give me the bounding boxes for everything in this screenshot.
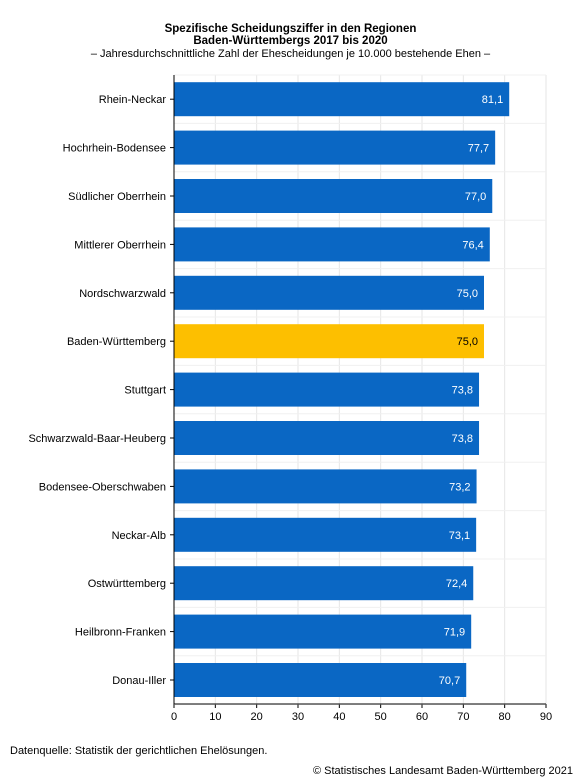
data-label: 72,4 [446,578,467,590]
bar [174,82,510,117]
category-label: Mittlerer Oberrhein [74,239,166,251]
bar [174,179,493,213]
category-label: Heilbronn-Franken [75,627,166,639]
category-label: Rhein-Neckar [99,94,167,106]
bar [174,614,472,649]
x-tick-label: 70 [457,711,469,723]
chart-title-line1: Spezifische Scheidungsziffer in den Regi… [164,23,417,35]
data-label: 70,7 [439,675,460,687]
data-label: 81,1 [482,94,503,106]
chart-subtitle: – Jahresdurchschnittliche Zahl der Ehesc… [90,48,491,60]
category-label: Stuttgart [124,385,166,397]
category-label: Südlicher Oberrhein [68,191,166,203]
bar [174,663,467,697]
data-label: 73,1 [449,530,470,542]
copyright-note: © Statistisches Landesamt Baden-Württemb… [312,765,573,777]
bar [174,469,477,504]
data-label: 73,8 [452,385,473,397]
x-tick-label: 20 [251,711,263,723]
chart-title-line2: Baden-Württembergs 2017 bis 2020 [193,35,388,47]
data-label: 77,7 [468,143,489,155]
x-tick-label: 90 [540,711,552,723]
category-label: Hochrhein-Bodensee [63,143,166,155]
bar [174,275,484,310]
data-label: 75,0 [457,336,478,348]
x-tick-label: 10 [209,711,221,723]
bar [174,130,496,165]
x-tick-label: 40 [333,711,345,723]
category-label: Baden-Württemberg [67,336,166,348]
bar [174,227,490,262]
data-label: 73,2 [449,481,470,493]
bar [174,517,477,552]
bar [174,421,480,455]
data-source-note: Datenquelle: Statistik der gerichtlichen… [10,745,268,757]
category-label: Bodensee-Oberschwaben [39,481,166,493]
data-label: 77,0 [465,191,486,203]
data-label: 75,0 [457,288,478,300]
bar [174,324,484,359]
category-label: Neckar-Alb [112,530,166,542]
data-label: 76,4 [462,239,483,251]
category-label: Nordschwarzwald [79,288,166,300]
x-tick-label: 60 [416,711,428,723]
bar [174,372,480,407]
x-tick-label: 30 [292,711,304,723]
data-label: 71,9 [444,627,465,639]
x-tick-label: 50 [375,711,387,723]
data-label: 73,8 [452,433,473,445]
x-tick-label: 80 [499,711,511,723]
bar [174,566,474,601]
category-label: Donau-Iller [112,675,166,687]
category-label: Ostwürttemberg [88,578,166,590]
bar-chart: 0 10 20 30 40 50 60 70 80 90 Rhein-Neckar 81,1 Hochr… [28,74,552,723]
x-tick-label: 0 [171,711,177,723]
category-label: Schwarzwald-Baar-Heuberg [28,433,166,445]
